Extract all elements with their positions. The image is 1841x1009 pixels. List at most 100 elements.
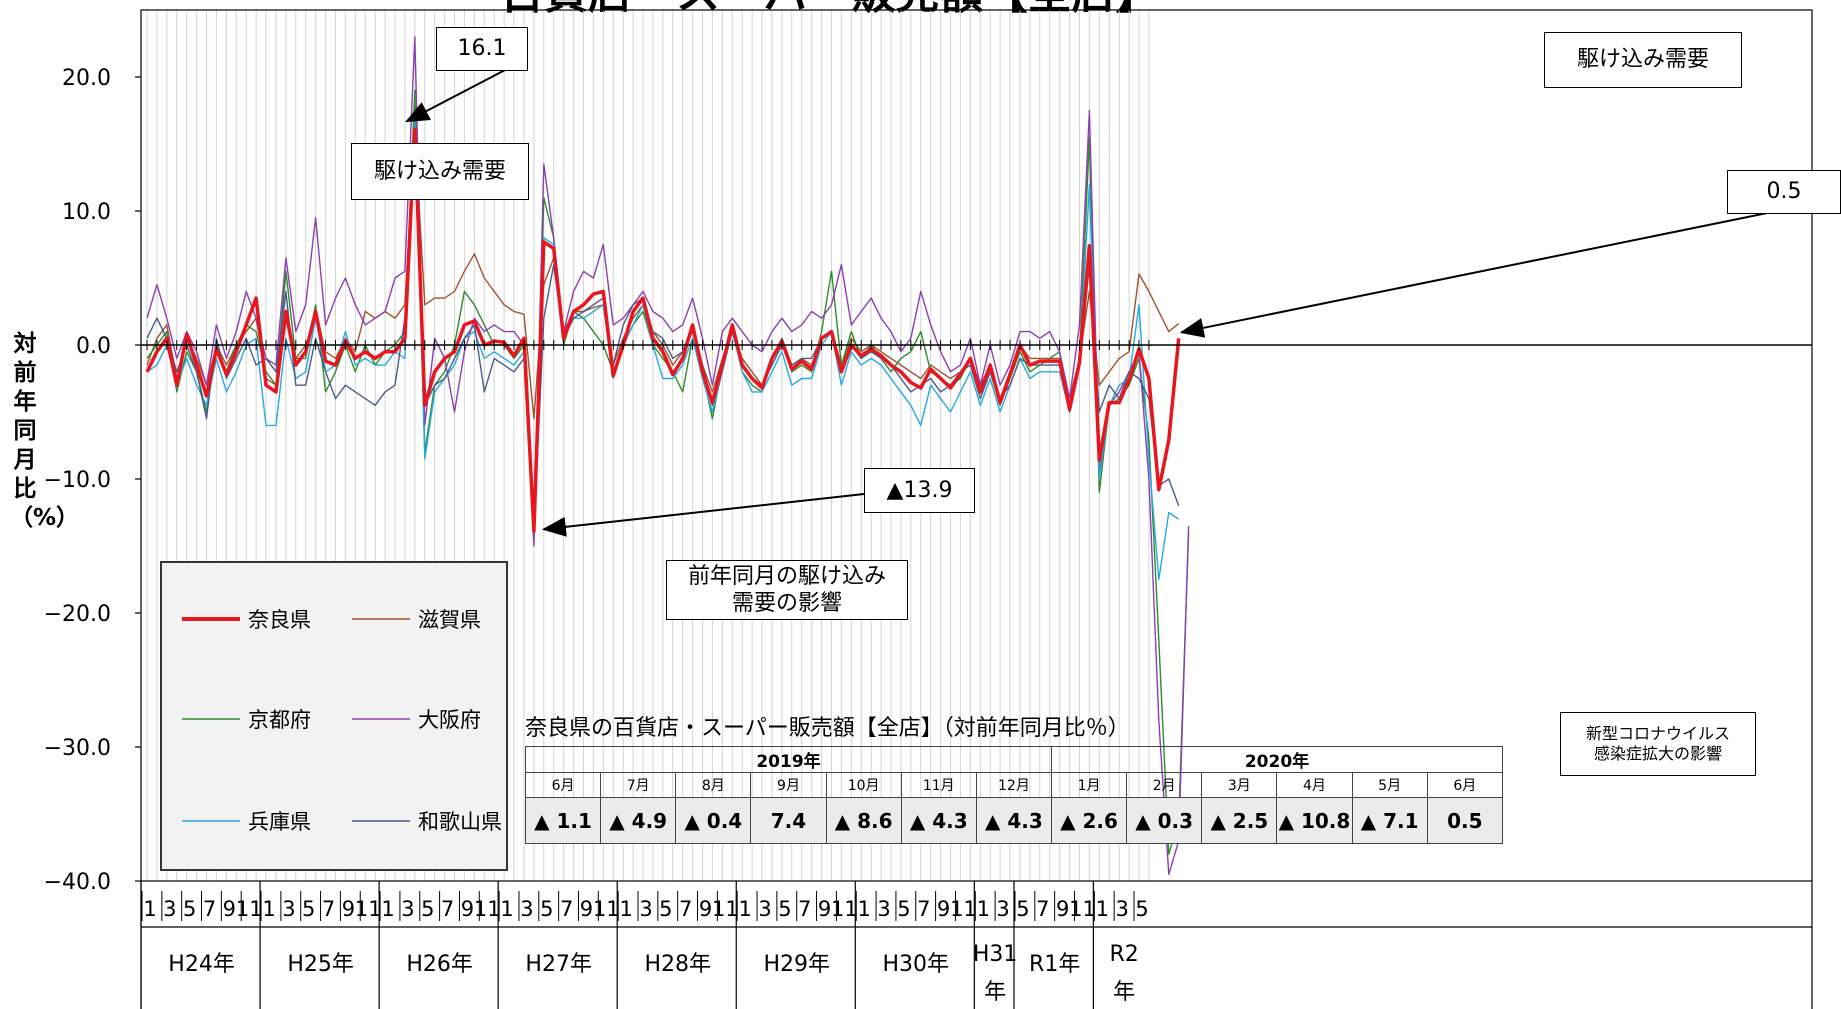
- month-tick-label: 3: [877, 897, 890, 921]
- table-month-cell: 1月: [1050, 772, 1128, 798]
- month-tick-label: 11: [593, 897, 620, 921]
- callout-prev-year-rush-line1: 前年同月の駆け込み: [687, 563, 886, 589]
- y-axis-label: 対前年同月比（%）: [10, 331, 80, 531]
- series-line-3: [146, 36, 1190, 875]
- month-tick-label: 7: [441, 897, 454, 921]
- callout-prev-year-rush-line2: 需要の影響: [731, 591, 842, 616]
- legend-label-kyoto: 京都府: [248, 708, 311, 732]
- arrow-0-5: [1179, 197, 1841, 338]
- year-label: 年: [1113, 980, 1135, 1005]
- month-tick-label: 9: [223, 897, 236, 921]
- table-month-cell: 3月: [1201, 772, 1278, 798]
- month-tick-label: 5: [540, 897, 553, 921]
- values-table-title: 奈良県の百貨店・スーパー販売額【全店】（対前年同月比％）: [525, 716, 1130, 741]
- month-tick-label: 5: [1135, 897, 1148, 921]
- month-tick-label: 1: [739, 897, 752, 921]
- y-tick-label: 20.0: [62, 66, 111, 91]
- legend-item-osaka: 大阪府: [352, 704, 481, 734]
- page-title: 百貨店・スーパー販売額【全店】: [500, 0, 1160, 16]
- month-tick-label: 9: [818, 897, 831, 921]
- month-tick-label: 11: [355, 897, 382, 921]
- table-value-cell: ▲ 10.8: [1276, 797, 1353, 844]
- table-value-cell: ▲ 4.3: [975, 797, 1052, 844]
- table-value-cell: ▲ 2.5: [1201, 797, 1278, 844]
- callout-minus-13-9: ▲13.9: [864, 468, 975, 513]
- series-line-5: [146, 129, 1180, 534]
- month-tick-label: 11: [831, 897, 858, 921]
- table-month-cell: 4月: [1276, 772, 1353, 798]
- month-tick-label: 3: [639, 897, 652, 921]
- table-month-cell: 12月: [975, 772, 1052, 798]
- year-label: H26年: [406, 952, 473, 977]
- arrow-16-1: [405, 68, 508, 123]
- table-month-cell: 9月: [750, 772, 827, 798]
- callout-prev-year-rush: 前年同月の駆け込み 需要の影響: [666, 560, 908, 620]
- legend-label-wakayama: 和歌山県: [418, 810, 502, 834]
- month-tick-label: 3: [996, 897, 1009, 921]
- callout-rush-demand-2019: 駆け込み需要: [1544, 32, 1742, 88]
- month-tick-label: 9: [1056, 897, 1069, 921]
- legend-label-hyogo: 兵庫県: [248, 810, 311, 834]
- month-tick-label: 7: [1036, 897, 1049, 921]
- month-tick-label: 7: [679, 897, 692, 921]
- table-month-cell: 6月: [524, 772, 602, 798]
- values-table-panel: 奈良県の百貨店・スーパー販売額【全店】（対前年同月比％） 2019年 2020年…: [524, 710, 1505, 844]
- month-tick-label: 3: [520, 897, 533, 921]
- month-tick-label: 5: [897, 897, 910, 921]
- table-value-cell: ▲ 0.4: [675, 797, 752, 844]
- month-tick-label: 9: [580, 897, 593, 921]
- year-label: R1年: [1029, 952, 1080, 977]
- month-tick-label: 1: [977, 897, 990, 921]
- month-tick-label: 7: [203, 897, 216, 921]
- legend-label-nara: 奈良県: [248, 608, 311, 632]
- year-label: H28年: [644, 952, 711, 977]
- month-tick-label: 11: [1069, 897, 1096, 921]
- month-tick-label: 9: [937, 897, 950, 921]
- y-tick-label: −20.0: [44, 602, 111, 627]
- table-month-cell: 10月: [825, 772, 902, 798]
- table-month-cell: 2月: [1126, 772, 1203, 798]
- table-value-cell: ▲ 7.1: [1351, 797, 1428, 844]
- callout-corona-line2: 感染症拡大の影響: [1593, 744, 1722, 763]
- month-tick-label: 9: [461, 897, 474, 921]
- month-tick-label: 5: [183, 897, 196, 921]
- table-month-cell: 6月: [1426, 772, 1504, 798]
- year-label: H31: [973, 942, 1018, 967]
- table-month-cell: 11月: [900, 772, 977, 798]
- month-tick-label: 1: [500, 897, 513, 921]
- callout-0-5: 0.5: [1727, 170, 1841, 214]
- table-value-cell: ▲ 8.6: [825, 797, 902, 844]
- month-tick-label: 3: [1115, 897, 1128, 921]
- month-tick-label: 11: [474, 897, 501, 921]
- legend-item-nara: 奈良県: [182, 604, 311, 634]
- year-label: R2: [1109, 942, 1138, 967]
- y-tick-label: 0.0: [76, 334, 111, 359]
- table-month-cell: 5月: [1351, 772, 1428, 798]
- y-tick-label: −10.0: [44, 468, 111, 493]
- callout-rush-demand-2014: 駆け込み需要: [351, 143, 529, 200]
- month-tick-label: 1: [262, 897, 275, 921]
- table-value-cell: ▲ 2.6: [1050, 797, 1128, 844]
- table-value-cell: ▲ 4.3: [900, 797, 977, 844]
- month-tick-label: 5: [659, 897, 672, 921]
- table-value-cell: ▲ 1.1: [524, 797, 602, 844]
- y-tick-label: −40.0: [44, 870, 111, 895]
- table-value-cell: ▲ 0.3: [1126, 797, 1203, 844]
- month-tick-label: 3: [758, 897, 771, 921]
- month-tick-label: 1: [619, 897, 632, 921]
- table-month-cell: 8月: [675, 772, 752, 798]
- chart-legend: 奈良県 滋賀県 京都府 大阪府 兵庫県 和歌山県: [160, 561, 508, 871]
- month-tick-label: 5: [302, 897, 315, 921]
- values-table: 2019年 2020年 6月 7月 8月 9月 10月 11月 12月 1月 2月 3月 4月 5月 6…: [524, 746, 1504, 844]
- legend-item-kyoto: 京都府: [182, 704, 311, 734]
- month-tick-label: 7: [798, 897, 811, 921]
- year-label: H29年: [763, 952, 830, 977]
- table-year-2019: 2019年: [525, 746, 1052, 773]
- month-tick-label: 7: [560, 897, 573, 921]
- month-tick-label: 7: [917, 897, 930, 921]
- y-tick-label: 10.0: [62, 200, 111, 225]
- year-label: 年: [984, 980, 1006, 1005]
- month-tick-label: 11: [950, 897, 977, 921]
- y-tick-label: −30.0: [44, 736, 111, 761]
- month-tick-label: 9: [699, 897, 712, 921]
